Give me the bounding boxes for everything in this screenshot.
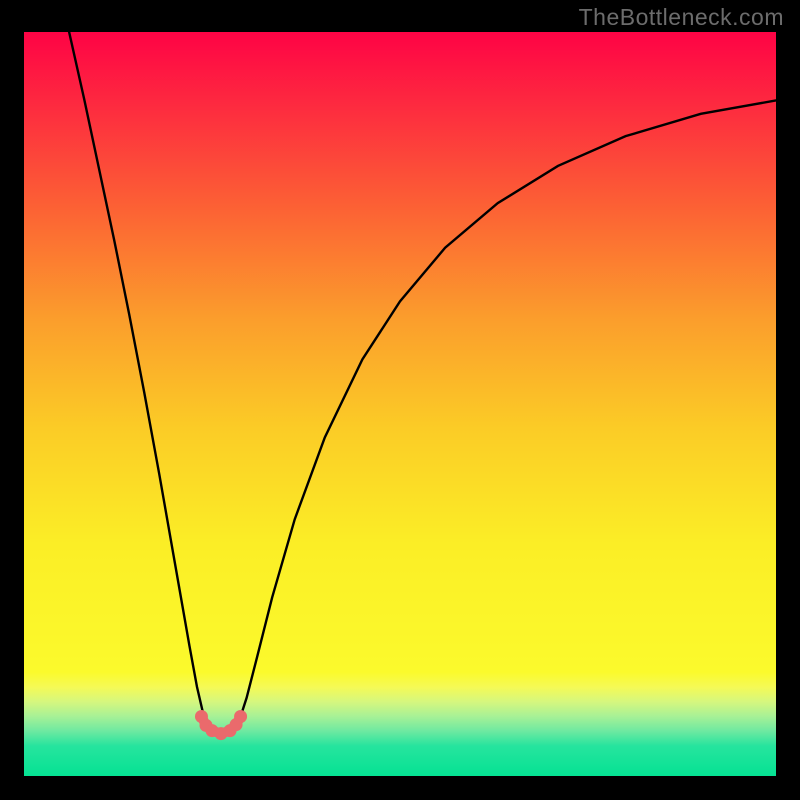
plot-area — [24, 32, 776, 776]
trough-dot — [234, 710, 247, 723]
trough-dots-svg — [24, 32, 776, 776]
watermark-text: TheBottleneck.com — [579, 4, 784, 31]
